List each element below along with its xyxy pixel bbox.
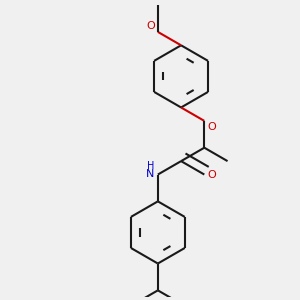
Text: N: N <box>146 169 154 179</box>
Text: O: O <box>146 21 155 31</box>
Text: O: O <box>208 169 216 179</box>
Text: O: O <box>207 122 216 132</box>
Text: H: H <box>146 160 154 171</box>
